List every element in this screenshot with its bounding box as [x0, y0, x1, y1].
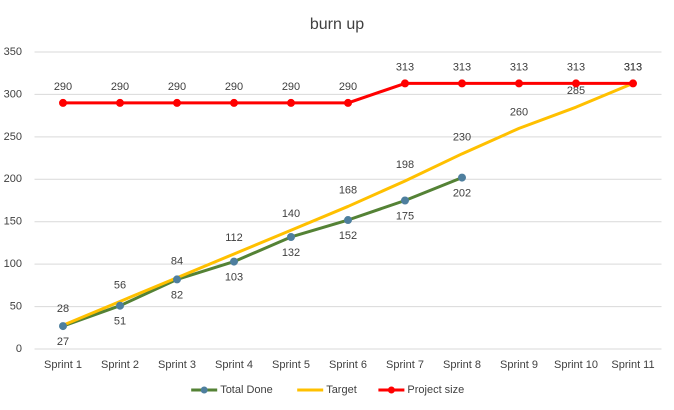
y-tick-label: 200	[4, 173, 22, 185]
data-label: 290	[54, 81, 72, 93]
data-label: 313	[453, 61, 471, 73]
data-label: 313	[396, 61, 414, 73]
x-tick-label: Sprint 8	[443, 359, 481, 371]
data-point	[230, 98, 238, 107]
legend-label: Total Done	[220, 384, 273, 396]
series-line	[62, 82, 634, 327]
data-point	[287, 98, 295, 107]
x-tick-label: Sprint 9	[500, 359, 538, 371]
y-tick-label: 250	[4, 131, 22, 143]
x-tick-label: Sprint 10	[554, 359, 598, 371]
x-tick-label: Sprint 4	[215, 359, 253, 371]
data-label: 56	[114, 279, 126, 291]
x-tick-label: Sprint 7	[386, 359, 424, 371]
x-tick-label: Sprint 5	[272, 359, 310, 371]
data-label: 132	[282, 247, 300, 259]
legend-item: Project size	[378, 384, 464, 396]
data-label: 112	[225, 232, 243, 244]
y-tick-label: 150	[4, 216, 22, 228]
data-label: 313	[624, 61, 642, 73]
data-point	[344, 98, 352, 107]
data-label: 290	[225, 81, 243, 93]
data-label: 313	[624, 61, 642, 73]
legend-item: Target	[297, 384, 357, 396]
y-tick-label: 50	[10, 300, 22, 312]
legend-marker	[200, 386, 208, 394]
data-point	[173, 275, 181, 284]
data-point	[116, 301, 124, 310]
data-point	[629, 79, 637, 88]
data-label: 285	[567, 85, 585, 97]
data-point	[458, 79, 466, 88]
data-point	[572, 79, 580, 88]
data-label: 290	[168, 81, 186, 93]
data-point	[515, 79, 523, 88]
y-tick-label: 0	[16, 343, 22, 355]
data-point	[401, 196, 409, 205]
data-label: 27	[57, 336, 69, 348]
data-point	[173, 98, 181, 107]
y-tick-label: 300	[4, 88, 22, 100]
data-point	[59, 98, 67, 107]
x-tick-label: Sprint 11	[611, 359, 654, 371]
data-label: 313	[510, 61, 528, 73]
series-line	[62, 176, 463, 328]
data-point	[458, 173, 466, 182]
data-label: 82	[171, 289, 183, 301]
data-label: 168	[339, 184, 357, 196]
legend-marker	[387, 386, 395, 394]
x-tick-label: Sprint 2	[101, 359, 139, 371]
chart-title: burn up	[310, 16, 364, 33]
y-tick-label: 350	[4, 46, 22, 58]
data-label: 202	[453, 187, 471, 199]
x-tick-label: Sprint 3	[158, 359, 196, 371]
data-label: 260	[510, 106, 528, 118]
data-point	[59, 322, 67, 331]
data-label: 290	[339, 81, 357, 93]
data-point	[344, 216, 352, 225]
data-point	[230, 257, 238, 266]
data-label: 152	[339, 230, 357, 242]
data-label: 230	[453, 132, 471, 144]
y-tick-label: 100	[4, 258, 22, 270]
data-label: 198	[396, 159, 414, 171]
x-tick-label: Sprint 6	[329, 359, 367, 371]
data-point	[287, 232, 295, 241]
data-label: 290	[282, 81, 300, 93]
data-label: 140	[282, 208, 300, 220]
data-label: 290	[111, 81, 129, 93]
data-label: 175	[396, 210, 414, 222]
x-tick-label: Sprint 1	[44, 359, 82, 371]
data-label: 313	[567, 61, 585, 73]
data-label: 51	[114, 316, 126, 328]
data-label: 103	[225, 272, 243, 284]
data-label: 84	[171, 256, 183, 268]
legend-label: Project size	[407, 384, 464, 396]
data-point	[401, 79, 409, 88]
data-label: 28	[57, 303, 69, 315]
legend-item: Total Done	[191, 384, 273, 396]
legend-label: Target	[326, 384, 357, 396]
data-point	[116, 98, 124, 107]
